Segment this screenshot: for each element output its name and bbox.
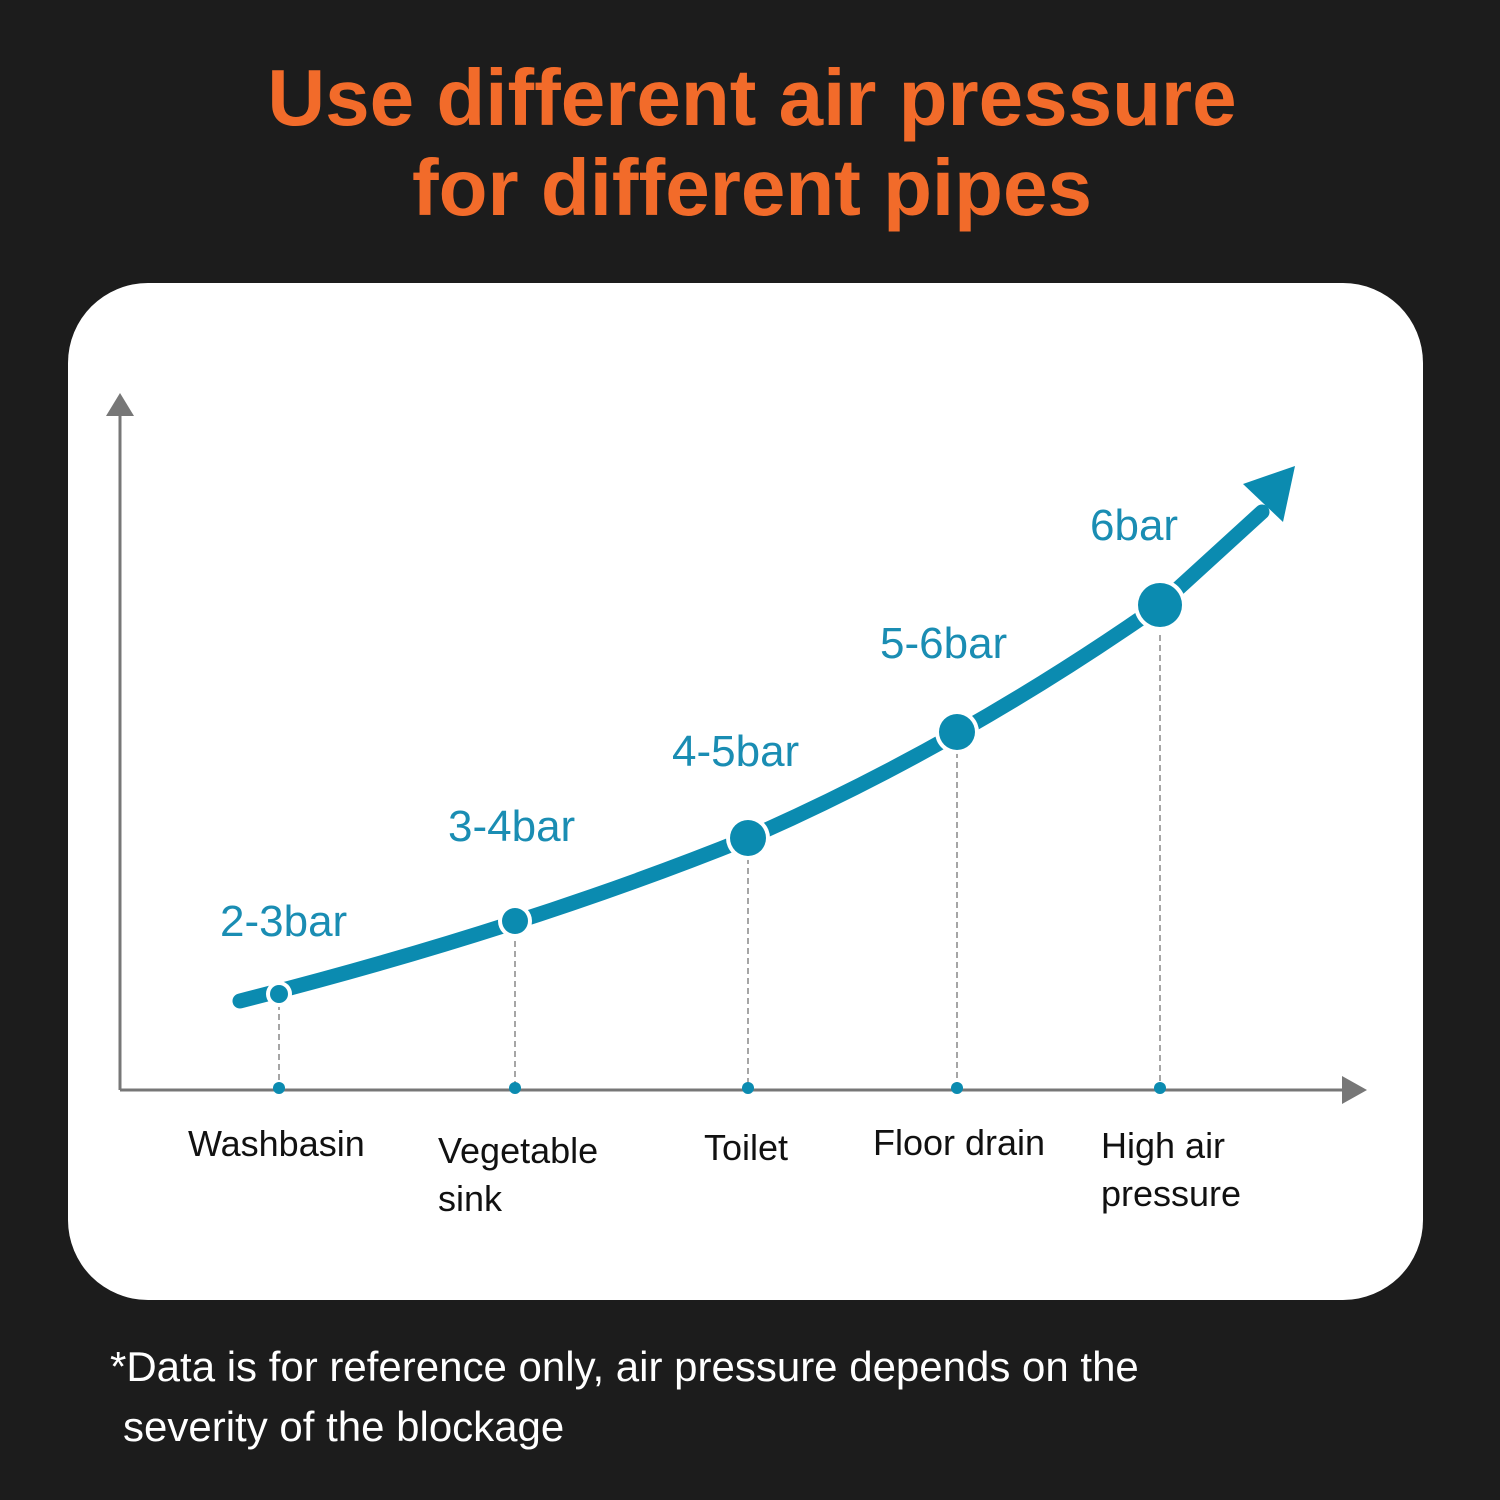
card [68, 283, 1423, 1300]
category-label: pressure [1101, 1173, 1241, 1214]
axes [106, 393, 1367, 1104]
x-arrow [1342, 1076, 1367, 1104]
point-label: 5-6bar [880, 619, 1007, 668]
axis-dot [273, 1082, 285, 1094]
axis-dot [951, 1082, 963, 1094]
title: for different pipes [412, 143, 1092, 232]
point-core [502, 908, 528, 934]
category-label: Toilet [704, 1127, 788, 1168]
footnote: severity of the blockage [123, 1403, 564, 1450]
point-core [730, 820, 766, 856]
axis-dot [1154, 1082, 1166, 1094]
trend-arrow [1243, 466, 1295, 522]
y-arrow [106, 393, 134, 416]
point-label: 2-3bar [220, 897, 347, 946]
category-label: High air [1101, 1125, 1225, 1166]
point-core [939, 714, 975, 750]
category-label: sink [438, 1178, 503, 1219]
points [266, 579, 1186, 1094]
category-label: Washbasin [188, 1123, 365, 1164]
point-core [270, 985, 288, 1003]
point-label: 6bar [1090, 501, 1178, 550]
category-label: Vegetable [438, 1130, 598, 1171]
point-core [1138, 583, 1182, 627]
axis-dot [742, 1082, 754, 1094]
category-label: Floor drain [873, 1122, 1045, 1163]
footnote: *Data is for reference only, air pressur… [110, 1343, 1139, 1390]
point-label: 3-4bar [448, 802, 575, 851]
point-label: 4-5bar [672, 727, 799, 776]
title: Use different air pressure [267, 53, 1236, 142]
axis-dot [509, 1082, 521, 1094]
